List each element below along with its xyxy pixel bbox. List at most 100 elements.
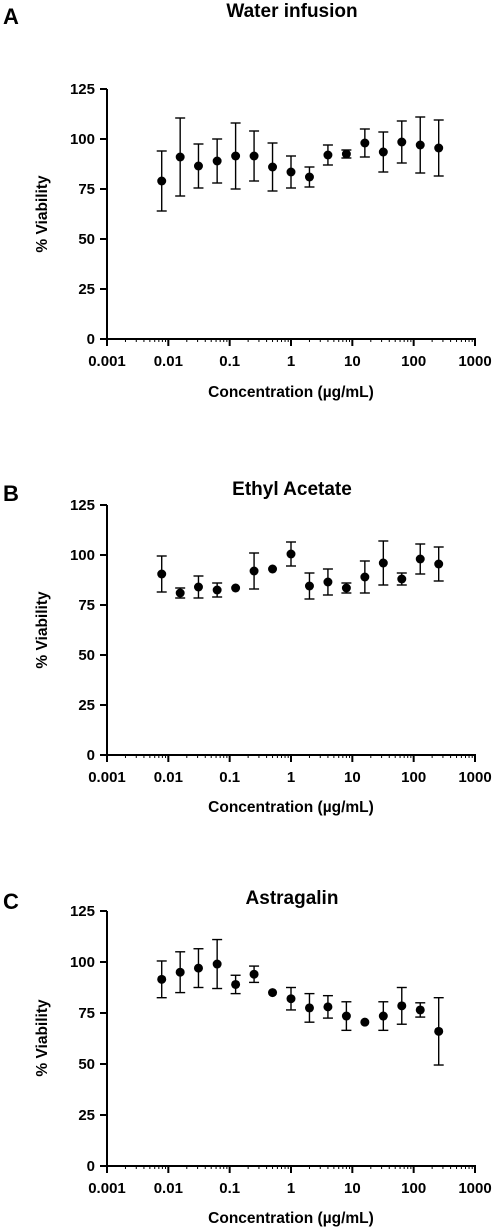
- x-tick-label: 1: [287, 769, 295, 786]
- x-axis-label: Concentration (µg/mL): [208, 799, 374, 816]
- data-point: [193, 161, 203, 171]
- x-tick-label: 0.001: [88, 353, 126, 370]
- data-point: [304, 581, 314, 591]
- data-point: [341, 583, 351, 593]
- x-axis-label: Concentration (µg/mL): [208, 1210, 374, 1227]
- data-point: [193, 963, 203, 973]
- chart-title: Astragalin: [246, 888, 339, 909]
- data-point: [415, 554, 425, 564]
- data-point: [397, 1001, 407, 1011]
- y-tick-label: 75: [78, 1005, 95, 1022]
- x-tick-label: 1000: [458, 769, 491, 786]
- data-point: [378, 147, 388, 157]
- data-point: [157, 176, 167, 186]
- x-tick-label: 0.01: [154, 1180, 183, 1197]
- y-tick-label: 100: [70, 131, 95, 148]
- chart-panel-b: B Ethyl Acetate 0 25 50 75 100 125 0.001 0.01 0.1 1…: [3, 479, 492, 816]
- data-point: [212, 959, 222, 969]
- data-point: [378, 1011, 388, 1021]
- y-axis-label: % Viability: [34, 591, 51, 669]
- y-tick-label: 100: [70, 547, 95, 564]
- x-tick-label: 100: [401, 1180, 426, 1197]
- data-point: [323, 150, 333, 160]
- chart-panel-a: A Water infusion 0 25 50 75 100 125 0.001 0.01 0.1…: [3, 1, 492, 401]
- x-tick-label: 10: [344, 353, 361, 370]
- x-tick-label: 0.01: [154, 769, 183, 786]
- data-point: [397, 574, 407, 584]
- y-axis-label: % Viability: [34, 175, 51, 253]
- data-point: [157, 974, 167, 984]
- x-tick-label: 0.1: [219, 1180, 240, 1197]
- data-point: [323, 577, 333, 587]
- y-tick-label: 50: [78, 231, 95, 248]
- y-tick-label: 125: [70, 81, 95, 98]
- chart-title: Ethyl Acetate: [232, 479, 352, 500]
- x-tick-label: 0.1: [219, 353, 240, 370]
- y-tick-label: 75: [78, 597, 95, 614]
- x-tick-label: 1: [287, 353, 295, 370]
- data-point: [268, 564, 278, 574]
- y-tick-label: 0: [87, 1158, 95, 1175]
- data-point: [341, 149, 351, 159]
- x-tick-label: 0.01: [154, 353, 183, 370]
- x-tick-label: 1000: [458, 353, 491, 370]
- data-point: [323, 1002, 333, 1012]
- chart-title: Water infusion: [226, 1, 357, 22]
- data-point: [434, 559, 444, 569]
- data-point: [434, 1026, 444, 1036]
- y-tick-label: 25: [78, 1107, 95, 1124]
- data-point: [286, 994, 296, 1004]
- x-tick-label: 1: [287, 1180, 295, 1197]
- data-point: [212, 156, 222, 166]
- x-tick-label: 100: [401, 769, 426, 786]
- data-point: [434, 143, 444, 153]
- data-point: [175, 967, 185, 977]
- y-tick-label: 25: [78, 281, 95, 298]
- x-tick-label: 10: [344, 1180, 361, 1197]
- y-tick-label: 125: [70, 497, 95, 514]
- x-tick-label: 100: [401, 353, 426, 370]
- data-point: [231, 151, 241, 161]
- x-axis-label: Concentration (µg/mL): [208, 384, 374, 401]
- data-point: [249, 151, 259, 161]
- data-point: [157, 569, 167, 579]
- panel-letter: B: [3, 481, 19, 506]
- data-point: [360, 572, 370, 582]
- x-tick-label: 0.1: [219, 769, 240, 786]
- data-point: [249, 566, 259, 576]
- data-point: [175, 588, 185, 598]
- data-point: [268, 988, 278, 998]
- y-axis-label: % Viability: [34, 999, 51, 1077]
- x-tick-label: 0.001: [88, 769, 126, 786]
- data-point: [304, 172, 314, 182]
- data-point: [268, 162, 278, 172]
- data-point: [231, 979, 241, 989]
- data-point: [249, 969, 259, 979]
- data-point: [341, 1011, 351, 1021]
- data-point: [360, 138, 370, 148]
- y-tick-label: 0: [87, 331, 95, 348]
- y-tick-label: 50: [78, 647, 95, 664]
- x-tick-label: 0.001: [88, 1180, 126, 1197]
- data-point: [397, 137, 407, 147]
- x-tick-label: 10: [344, 769, 361, 786]
- y-tick-label: 50: [78, 1056, 95, 1073]
- x-tick-label: 1000: [458, 1180, 491, 1197]
- data-point: [231, 583, 241, 593]
- panel-letter: C: [3, 889, 19, 914]
- panel-letter: A: [3, 4, 19, 29]
- data-point: [378, 558, 388, 568]
- y-tick-label: 100: [70, 954, 95, 971]
- y-tick-label: 125: [70, 903, 95, 920]
- y-tick-label: 25: [78, 697, 95, 714]
- y-tick-label: 75: [78, 181, 95, 198]
- data-point: [286, 167, 296, 177]
- data-point: [304, 1003, 314, 1013]
- data-point: [286, 549, 296, 559]
- data-point: [193, 582, 203, 592]
- y-tick-label: 0: [87, 747, 95, 764]
- data-point: [360, 1017, 370, 1027]
- chart-panel-c: C Astragalin 0 25 50 75 100 125 0.001 0.01 0.1 1 10 1…: [3, 888, 492, 1227]
- data-point: [175, 152, 185, 162]
